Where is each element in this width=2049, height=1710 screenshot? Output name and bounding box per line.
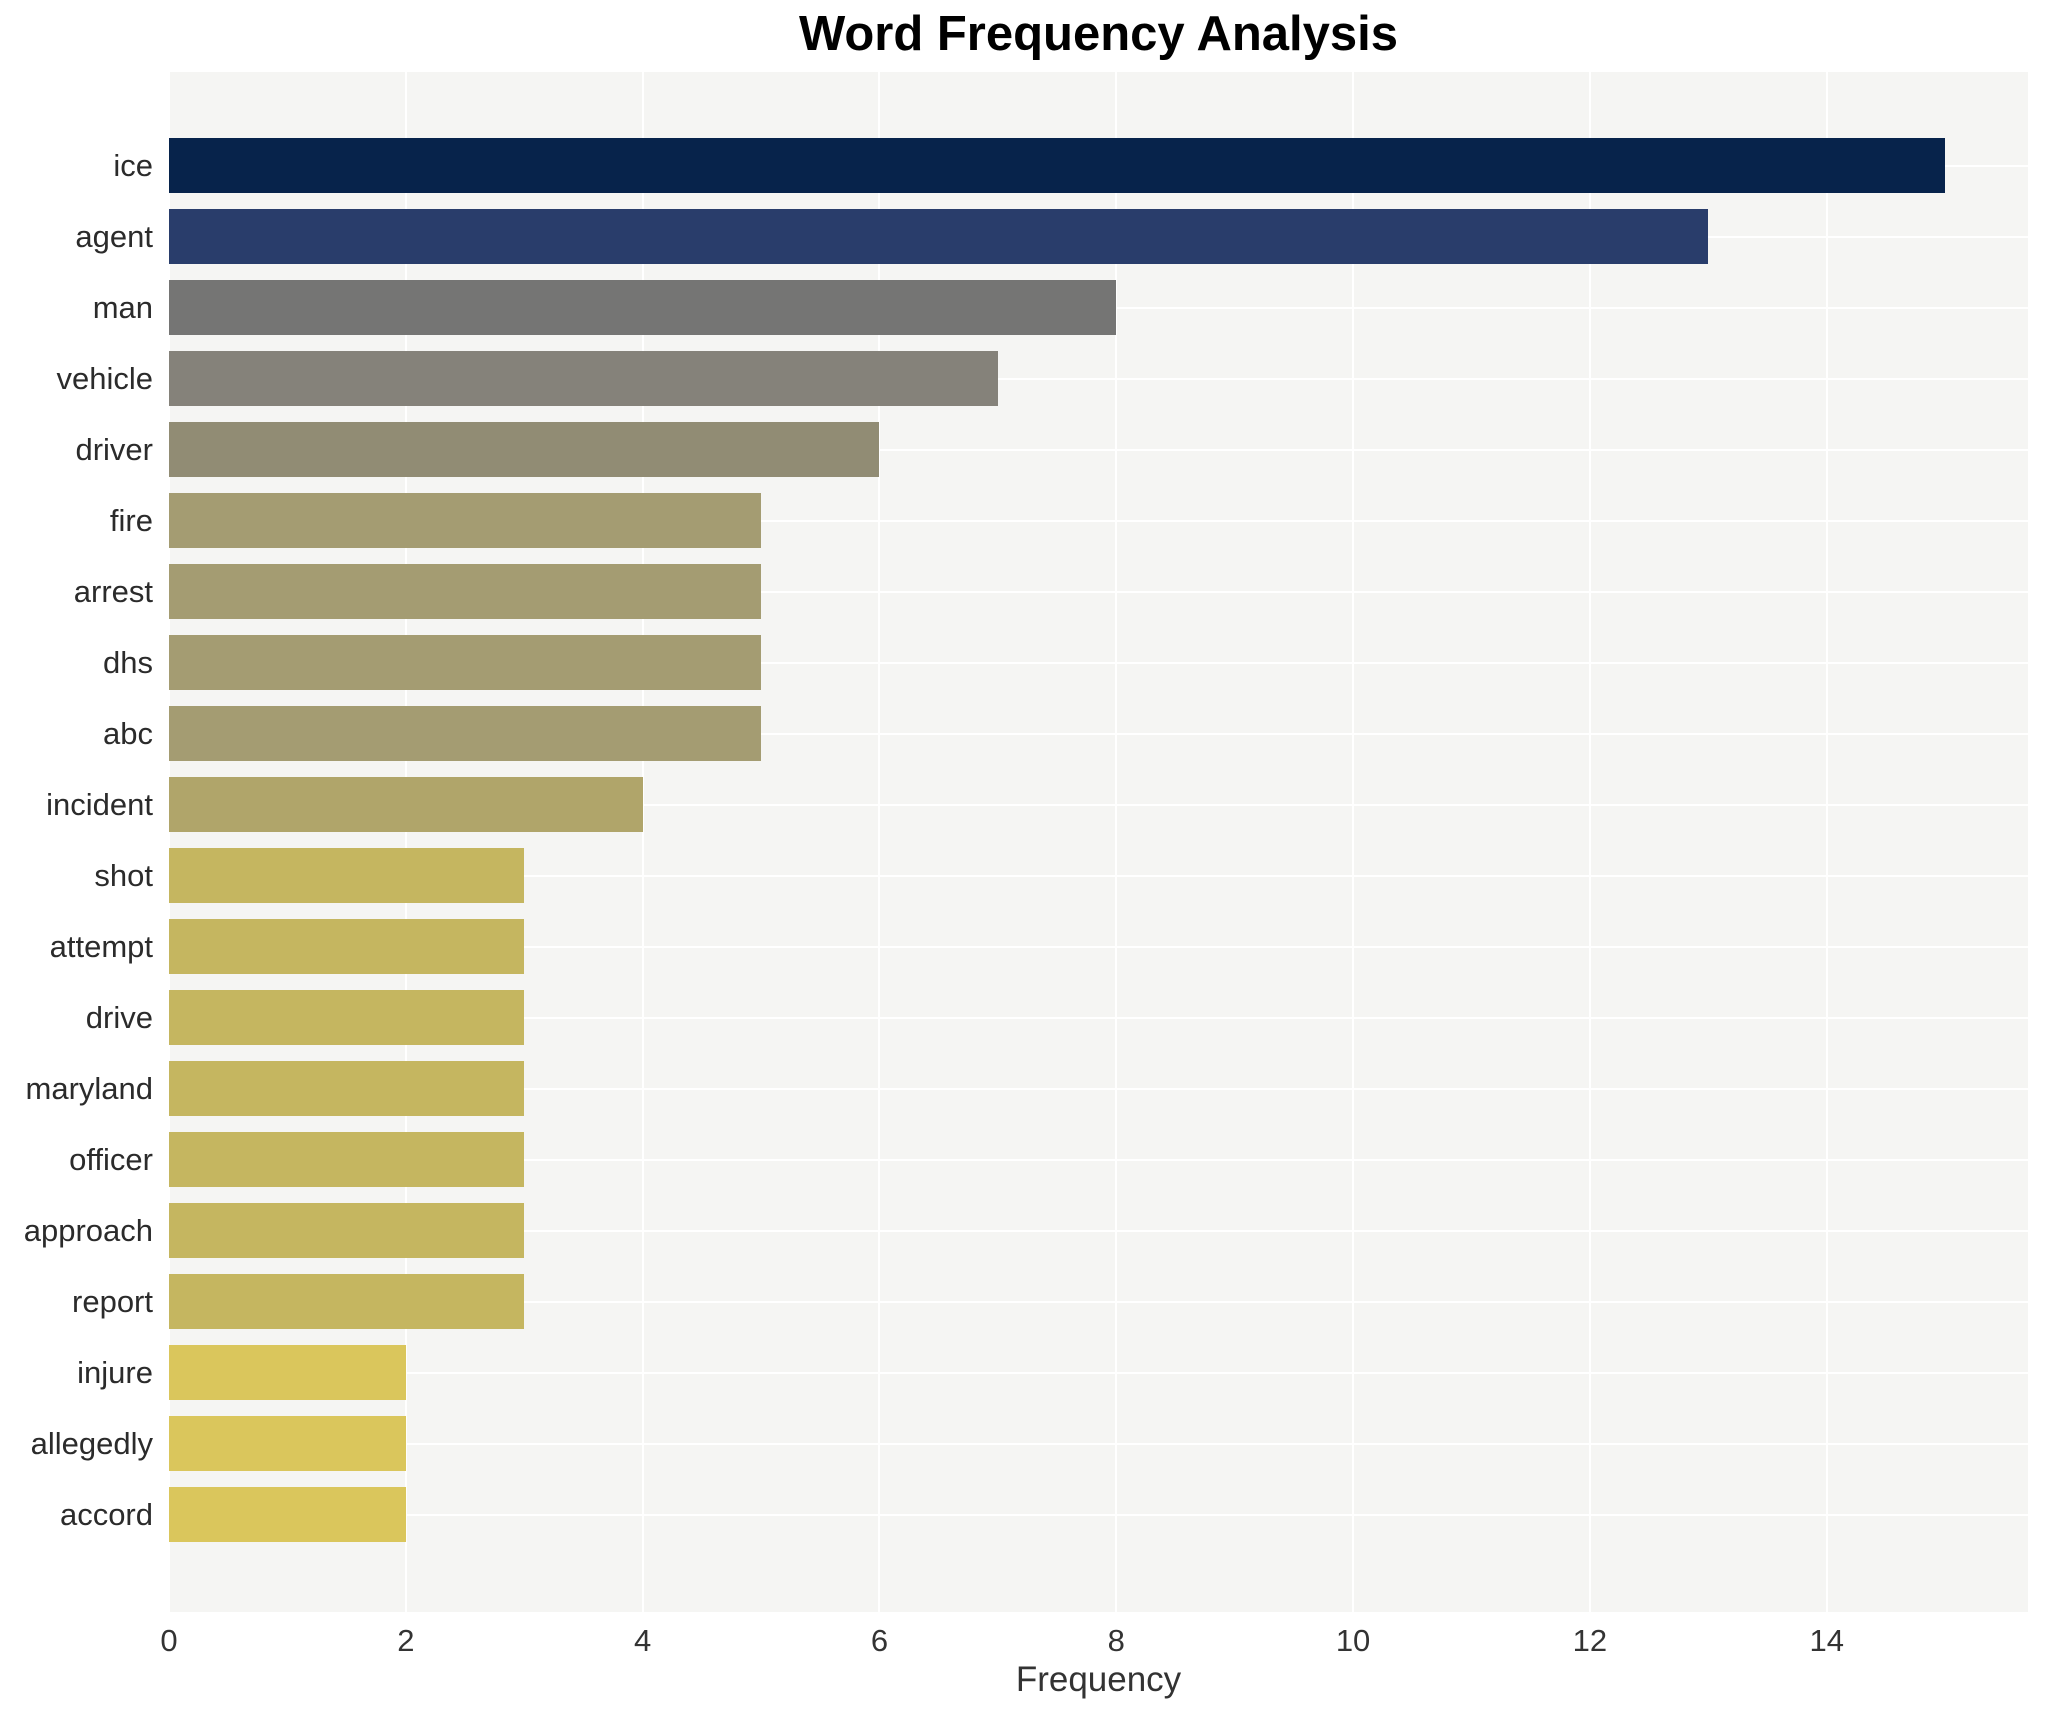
frequency-bar [169,1131,525,1187]
category-label: arrest [73,573,153,609]
category-label: dhs [103,644,153,680]
frequency-bar [169,989,525,1045]
h-gridline [169,661,2028,664]
bar-rows: ice agent man vehicle driver fire arrest dhs abc… [24,130,2028,1550]
category-label: accord [59,1496,153,1532]
x-tick-label: 6 [870,1623,889,1658]
h-gridline [169,448,2028,451]
category-label: vehicle [56,360,154,396]
chart-row: drive [86,982,2028,1053]
x-tick-label: 14 [1809,1623,1844,1658]
chart-row: driver [75,414,2028,485]
chart-row: attempt [50,911,2028,982]
v-gridline [168,72,170,1612]
chart-row: allegedly [31,1408,2028,1479]
chart-row: approach [24,1195,2028,1266]
category-label: ice [113,147,153,183]
h-gridline [169,377,2028,380]
frequency-bar [169,705,762,761]
chart-row: injure [77,1337,2028,1408]
frequency-bar [169,279,1117,335]
chart-row: incident [46,769,2028,840]
frequency-bar [169,563,762,619]
x-tick-label: 12 [1572,1623,1608,1658]
category-label: injure [77,1354,153,1390]
category-label: drive [85,999,153,1035]
chart-row: report [72,1266,2028,1337]
frequency-bar [169,492,762,548]
h-gridline [169,803,2028,806]
category-label: man [92,289,153,325]
h-gridline [169,732,2028,735]
category-label: incident [46,786,153,822]
v-gridline [1115,72,1118,1612]
frequency-bar [169,1344,406,1400]
category-label: agent [75,218,153,254]
x-tick-label: 2 [397,1623,415,1658]
h-gridline [169,1087,2028,1090]
x-tick-label: 4 [634,1623,652,1658]
x-tick-label: 10 [1335,1623,1371,1658]
category-label: attempt [49,928,153,964]
h-gridline [169,1158,2028,1161]
x-tick-label: 8 [1107,1623,1125,1658]
h-gridline [169,1442,2028,1445]
chart-row: agent [75,201,2028,272]
category-label: maryland [25,1070,154,1106]
category-label: approach [23,1212,153,1248]
v-gridline [1588,72,1591,1612]
frequency-bar [169,634,762,690]
frequency-bar [169,1486,406,1542]
frequency-bar [169,137,1946,193]
frequency-bar [169,421,880,477]
x-axis-label: Frequency [1015,1660,1182,1699]
chart-title: Word Frequency Analysis [798,7,1399,61]
h-gridline [169,1513,2028,1516]
plot-area: ice agent man vehicle driver fire arrest dhs abc… [24,72,2028,1612]
chart-row: fire [110,485,2028,556]
frequency-bar [169,1273,525,1329]
h-gridline [169,874,2028,877]
v-gridline [404,72,407,1612]
chart-row: officer [69,1124,2028,1195]
frequency-bar [169,208,1709,264]
frequency-bar [169,1415,406,1471]
category-label: report [72,1283,153,1319]
chart-row: maryland [26,1053,2028,1124]
chart-row: vehicle [57,343,2028,414]
frequency-bar [169,847,525,903]
h-gridline [169,1016,2028,1019]
chart-row: abc [103,698,2028,769]
category-label: driver [75,431,153,467]
x-tick-label: 0 [160,1623,178,1658]
frequency-bar [169,1060,525,1116]
h-gridline [169,1229,2028,1232]
v-gridline [878,72,881,1612]
category-label: fire [109,502,153,538]
h-gridline [169,1371,2028,1374]
category-label: allegedly [30,1425,153,1461]
category-label: abc [103,715,153,751]
v-gridline [1352,72,1355,1612]
frequency-bar [169,1202,525,1258]
chart-row: dhs [103,627,2028,698]
category-label: officer [69,1141,153,1177]
h-gridline [169,945,2028,948]
v-gridline [641,72,644,1612]
v-gridline [1825,72,1828,1612]
chart-row: ice [113,130,2028,201]
h-gridline [169,1300,2028,1303]
frequency-bar [169,918,525,974]
frequency-bar [169,350,998,406]
chart-row: shot [94,840,2028,911]
category-label: shot [94,857,153,893]
chart-row: accord [60,1479,2028,1550]
x-axis-ticks: 0 2 4 6 8 10 12 14 [160,1622,2028,1662]
h-gridline [169,519,2028,522]
frequency-bar [169,776,643,832]
h-gridline [169,590,2028,593]
chart-row: man [93,272,2028,343]
chart-row: arrest [74,556,2028,627]
